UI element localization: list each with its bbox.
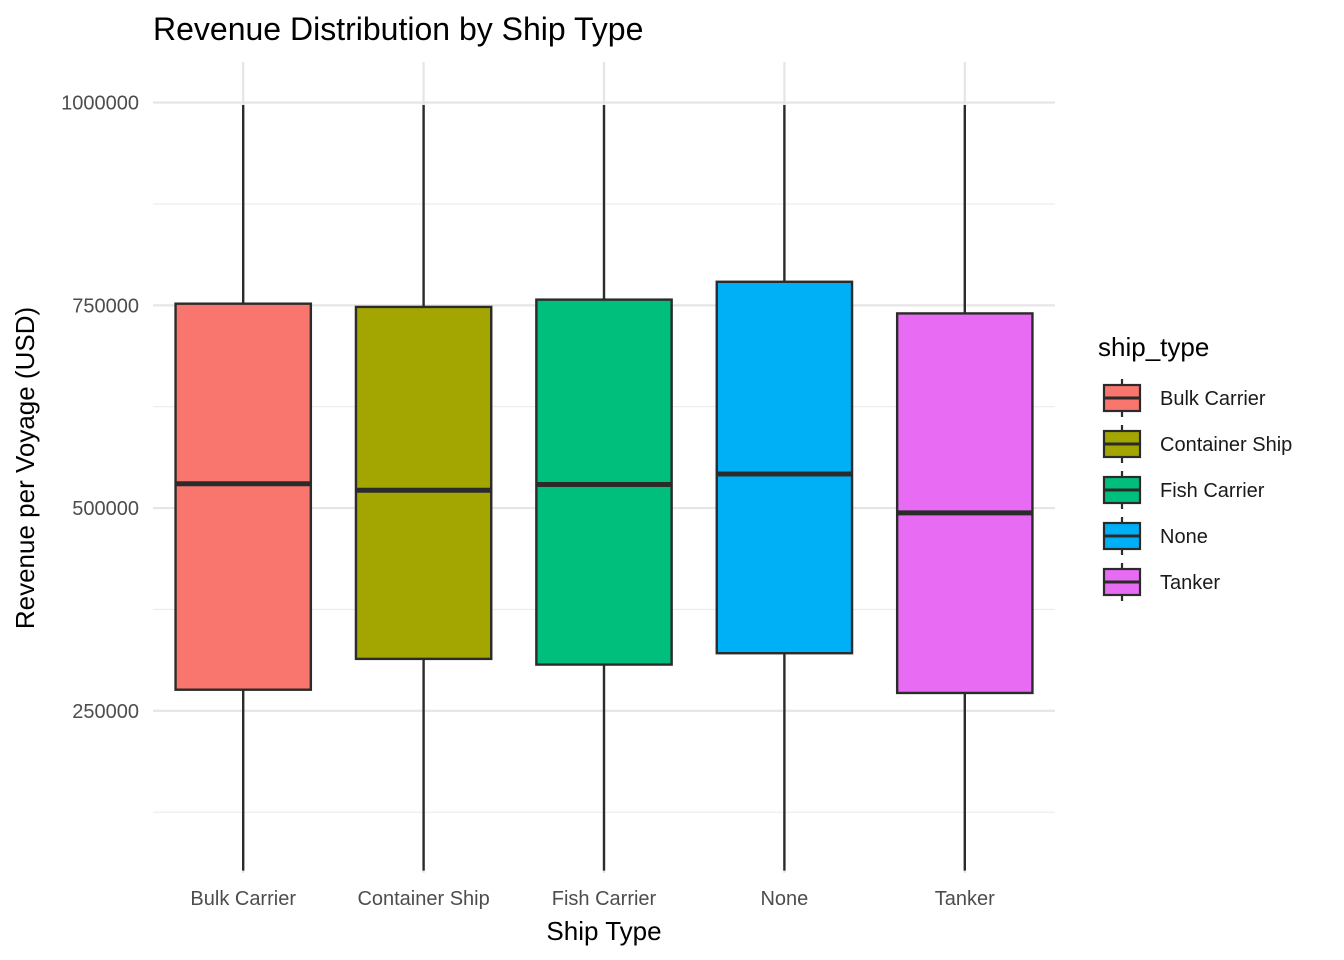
y-tick-label: 500000 [72,498,139,520]
legend-item-container-ship: Container Ship [1102,425,1292,463]
box-iqr [895,312,1034,695]
boxes [174,104,1034,871]
y-axis-title: Revenue per Voyage (USD) [10,307,40,629]
x-tick-label: Bulk Carrier [190,888,296,910]
x-tick-label: Tanker [935,888,995,910]
box-fish-carrier [535,104,673,871]
y-tick-label: 1000000 [61,93,139,115]
legend-label: Tanker [1160,572,1220,594]
box-bulk-carrier [174,104,313,871]
x-axis-title: Ship Type [546,916,661,946]
x-tick-label: Fish Carrier [552,888,657,910]
box-container-ship [354,104,493,871]
legend-label: Fish Carrier [1160,480,1265,502]
legend: ship_type Bulk Carrier Container Ship Fish… [1098,332,1292,601]
y-axis-ticks: 250000 500000 750000 1000000 [61,93,139,723]
box-iqr [174,302,313,691]
box-none [715,104,854,871]
legend-label: Container Ship [1160,434,1292,456]
box-tanker [895,104,1034,871]
legend-title: ship_type [1098,332,1209,362]
x-axis-ticks: Bulk Carrier Container Ship Fish Carrier No… [190,888,995,910]
x-tick-label: None [760,888,808,910]
legend-item-none: None [1102,517,1208,555]
box-iqr [715,280,854,655]
legend-item-bulk-carrier: Bulk Carrier [1102,379,1266,417]
chart-title: Revenue Distribution by Ship Type [153,11,643,47]
legend-label: None [1160,526,1208,548]
legend-label: Bulk Carrier [1160,388,1266,410]
box-iqr [354,305,493,661]
y-tick-label: 750000 [72,295,139,317]
legend-item-fish-carrier: Fish Carrier [1102,471,1265,509]
y-tick-label: 250000 [72,701,139,723]
x-tick-label: Container Ship [357,888,489,910]
legend-item-tanker: Tanker [1102,563,1220,601]
